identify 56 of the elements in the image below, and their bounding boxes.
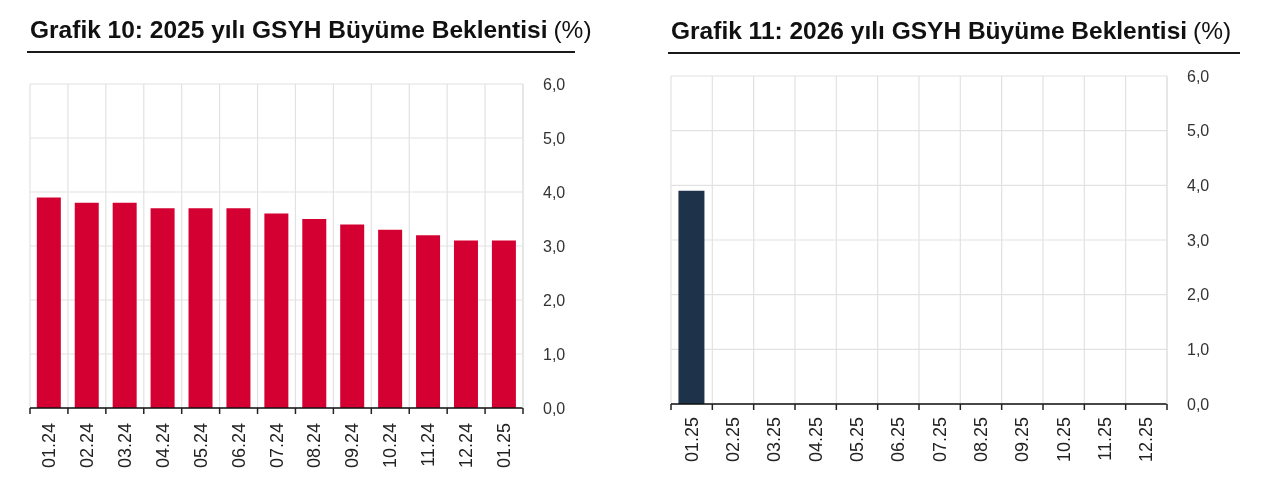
y-tick-label: 4,0 bbox=[1187, 177, 1210, 195]
bar bbox=[302, 219, 327, 408]
x-tick-label: 10.24 bbox=[380, 423, 401, 469]
bar bbox=[491, 240, 516, 408]
x-tick-label: 01.25 bbox=[681, 417, 702, 463]
y-tick-label: 3,0 bbox=[1187, 231, 1210, 249]
x-tick-label: 08.25 bbox=[971, 417, 991, 463]
x-tick-label: 08.24 bbox=[304, 423, 325, 469]
bar bbox=[112, 202, 137, 408]
x-tick-label: 04.24 bbox=[152, 423, 173, 469]
x-tick-label: 09.24 bbox=[342, 423, 363, 469]
y-tick-label: 6,0 bbox=[543, 75, 566, 93]
x-tick-label: 11.24 bbox=[418, 423, 439, 467]
y-tick-label: 1,0 bbox=[543, 345, 566, 363]
y-tick-label: 2,0 bbox=[543, 291, 566, 309]
bar bbox=[226, 208, 251, 408]
x-tick-label: 02.24 bbox=[76, 423, 97, 469]
x-tick-label: 09.25 bbox=[1012, 417, 1033, 463]
y-axis-title: (%) bbox=[553, 16, 592, 43]
x-tick-label: 12.25 bbox=[1136, 417, 1157, 463]
bar bbox=[36, 197, 61, 408]
y-tick-label: 5,0 bbox=[1187, 122, 1210, 140]
bar bbox=[340, 224, 365, 408]
y-axis-title: (%) bbox=[1193, 17, 1232, 44]
x-tick-label: 07.25 bbox=[929, 417, 950, 463]
y-tick-label: 4,0 bbox=[543, 183, 566, 201]
x-tick-label: 12.24 bbox=[456, 423, 477, 469]
x-tick-label: 01.25 bbox=[494, 423, 515, 469]
y-tick-label: 6,0 bbox=[1187, 67, 1210, 85]
y-tick-label: 2,0 bbox=[1187, 286, 1210, 304]
x-tick-label: 05.25 bbox=[847, 417, 867, 463]
x-tick-label: 06.25 bbox=[888, 417, 909, 463]
x-tick-label: 11.25 bbox=[1095, 417, 1115, 461]
chart-title: Grafik 11: 2026 yılı GSYH Büyüme Beklentisi bbox=[671, 17, 1188, 44]
bar bbox=[150, 208, 175, 408]
bar bbox=[453, 240, 478, 408]
y-tick-label: 0,0 bbox=[1187, 395, 1210, 413]
x-tick-label: 07.24 bbox=[266, 423, 287, 469]
x-tick-label: 03.24 bbox=[114, 423, 135, 469]
bar bbox=[74, 202, 99, 408]
y-tick-label: 5,0 bbox=[543, 129, 566, 147]
y-tick-label: 1,0 bbox=[1187, 341, 1210, 359]
y-tick-label: 0,0 bbox=[543, 399, 566, 417]
bar bbox=[416, 235, 441, 408]
chart-title: Grafik 10: 2025 yılı GSYH Büyüme Beklentisi bbox=[30, 16, 548, 43]
bar bbox=[378, 229, 403, 408]
bar bbox=[188, 208, 213, 408]
x-tick-label: 06.24 bbox=[228, 423, 249, 469]
x-tick-label: 04.25 bbox=[805, 417, 826, 463]
x-tick-label: 05.24 bbox=[190, 423, 211, 469]
x-tick-label: 03.25 bbox=[764, 417, 785, 463]
bar bbox=[264, 213, 289, 408]
x-tick-label: 10.25 bbox=[1053, 417, 1074, 463]
x-tick-label: 02.25 bbox=[723, 417, 743, 463]
y-tick-label: 3,0 bbox=[543, 237, 566, 255]
x-tick-label: 01.24 bbox=[38, 423, 59, 469]
